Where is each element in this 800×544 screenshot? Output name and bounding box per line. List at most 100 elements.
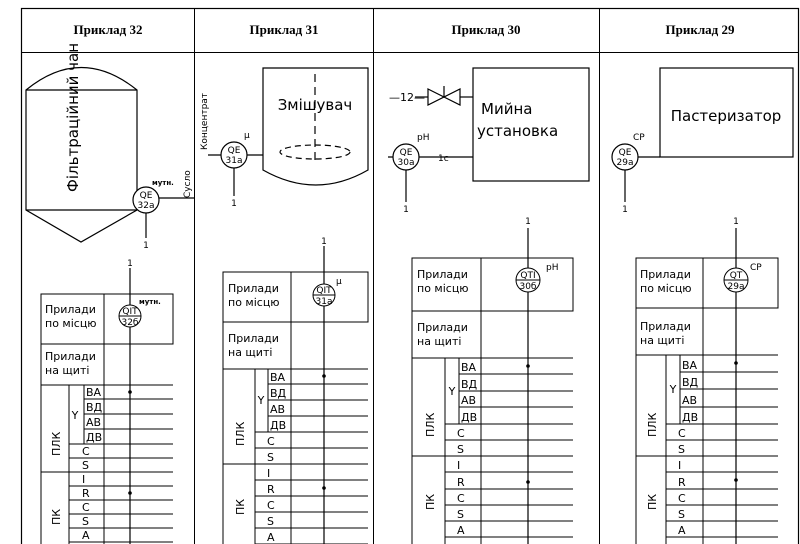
t29-y: Y xyxy=(669,383,677,396)
svg-text:АВ: АВ xyxy=(461,394,476,407)
sensor-qe-32a-top: QE xyxy=(140,191,153,201)
svg-text:ДВ: ДВ xyxy=(270,419,286,432)
svg-text:ВД: ВД xyxy=(86,401,103,414)
svg-text:C: C xyxy=(457,427,465,440)
sensor-qe-32a-bot: 32а xyxy=(138,201,155,211)
t30-plc: ПЛК xyxy=(424,412,437,437)
header-example-31: Приклад 31 xyxy=(250,22,319,37)
t31-local-1: Прилади xyxy=(228,282,279,295)
sensor-qe-32a-out: 1 xyxy=(143,241,149,251)
t29-panel-2: на щиті xyxy=(640,334,684,347)
svg-text:S: S xyxy=(82,459,89,472)
instr-qt-29a-param: СР xyxy=(750,263,762,273)
svg-text:C: C xyxy=(82,501,90,514)
svg-text:S: S xyxy=(457,508,464,521)
instr-qit-32b-bot: 32б xyxy=(121,318,138,328)
svg-text:C: C xyxy=(267,499,275,512)
svg-text:C: C xyxy=(678,492,686,505)
svg-text:I: I xyxy=(82,473,85,486)
t29-plc: ПЛК xyxy=(646,412,659,437)
table-29 xyxy=(635,228,779,544)
mixer-label: Змішувач xyxy=(278,96,353,114)
svg-text:I: I xyxy=(678,459,681,472)
instr-qit-31a-param: μ xyxy=(336,277,342,287)
example-31 xyxy=(208,67,369,196)
pipe-concentrate-label: Концентрат xyxy=(200,93,210,150)
sensor-qe-30a-param: pH xyxy=(417,133,429,143)
instr-31-out: 1 xyxy=(321,237,327,247)
t31-panel-2: на щиті xyxy=(228,346,272,359)
svg-text:ДВ: ДВ xyxy=(682,411,698,424)
header-example-30: Приклад 30 xyxy=(452,22,521,37)
instr-qit-31a-top: QIT xyxy=(316,286,332,296)
instr-32-out: 1 xyxy=(127,259,133,269)
svg-text:ВД: ВД xyxy=(461,378,478,391)
svg-text:R: R xyxy=(678,476,686,489)
svg-text:ВД: ВД xyxy=(270,387,287,400)
svg-text:S: S xyxy=(82,515,89,528)
svg-text:АВ: АВ xyxy=(86,416,101,429)
sensor-qe-29a-top: QE xyxy=(619,148,632,158)
washer-label-2: установка xyxy=(477,122,558,140)
svg-text:ДВ: ДВ xyxy=(461,411,477,424)
t30-local-2: по місцю xyxy=(417,282,469,295)
svg-text:C: C xyxy=(457,492,465,505)
t32-plc: ПЛК xyxy=(50,431,63,456)
svg-text:I: I xyxy=(457,459,460,472)
svg-text:C: C xyxy=(267,435,275,448)
table-32 xyxy=(40,268,174,544)
headers: Приклад 32 Приклад 31 Приклад 30 Приклад… xyxy=(74,22,735,37)
svg-text:C: C xyxy=(82,445,90,458)
t30-y: Y xyxy=(448,385,456,398)
t29-pc: ПК xyxy=(646,494,659,510)
pipe-wort-label: Сусло xyxy=(183,170,193,198)
pasteurizer xyxy=(659,67,794,158)
instr-qit-32b-param: мутн. xyxy=(139,298,161,306)
svg-text:ВА: ВА xyxy=(461,361,477,374)
svg-text:S: S xyxy=(267,515,274,528)
svg-text:S: S xyxy=(267,451,274,464)
svg-text:S: S xyxy=(678,508,685,521)
svg-text:R: R xyxy=(82,487,90,500)
pipe-1c-label: 1с xyxy=(438,154,449,164)
instr-qti-30b-param: pH xyxy=(546,263,558,273)
svg-text:ДВ: ДВ xyxy=(86,431,102,444)
instr-29-out: 1 xyxy=(733,217,739,227)
example-29 xyxy=(611,67,794,202)
header-example-32: Приклад 32 xyxy=(74,22,143,37)
instr-qit-32b-top: QIT xyxy=(122,307,138,317)
sensor-qe-29a-bot: 29а xyxy=(617,158,634,168)
sensor-qe-29a-out: 1 xyxy=(622,205,628,215)
header-example-29: Приклад 29 xyxy=(666,22,735,37)
t31-local-2: по місцю xyxy=(228,296,280,309)
svg-text:ВА: ВА xyxy=(682,359,698,372)
t32-panel-2: на щиті xyxy=(45,364,89,377)
svg-text:C: C xyxy=(678,427,686,440)
instr-30-out: 1 xyxy=(525,217,531,227)
t32-y: Y xyxy=(71,409,79,422)
svg-text:S: S xyxy=(678,443,685,456)
svg-text:I: I xyxy=(267,467,270,480)
svg-text:АВ: АВ xyxy=(682,394,697,407)
t30-panel-1: Прилади xyxy=(417,321,468,334)
sensor-qe-30a-out: 1 xyxy=(403,205,409,215)
table-30 xyxy=(411,228,574,544)
t31-rows: ВА ВД АВ ДВ C S I R C S A xyxy=(267,371,287,544)
sensor-qe-31a-top: QE xyxy=(228,146,241,156)
svg-text:A: A xyxy=(457,524,465,537)
svg-text:S: S xyxy=(457,443,464,456)
instr-qt-29a-bot: 29а xyxy=(728,282,745,292)
t29-local-1: Прилади xyxy=(640,268,691,281)
washer-label-1: Мийна xyxy=(481,100,532,118)
svg-text:ВД: ВД xyxy=(682,376,699,389)
sensor-qe-30a-top: QE xyxy=(400,148,413,158)
example-32 xyxy=(25,66,194,243)
example-30 xyxy=(388,67,590,202)
sensor-qe-31a-out: 1 xyxy=(231,199,237,209)
svg-text:A: A xyxy=(678,524,686,537)
t32-rows: ВА ВД АВ ДВ C S I R C S A xyxy=(82,386,103,542)
t29-rows: ВА ВД АВ ДВ C S I R C S A xyxy=(678,359,699,537)
t30-panel-2: на щиті xyxy=(417,335,461,348)
t29-local-2: по місцю xyxy=(640,282,692,295)
